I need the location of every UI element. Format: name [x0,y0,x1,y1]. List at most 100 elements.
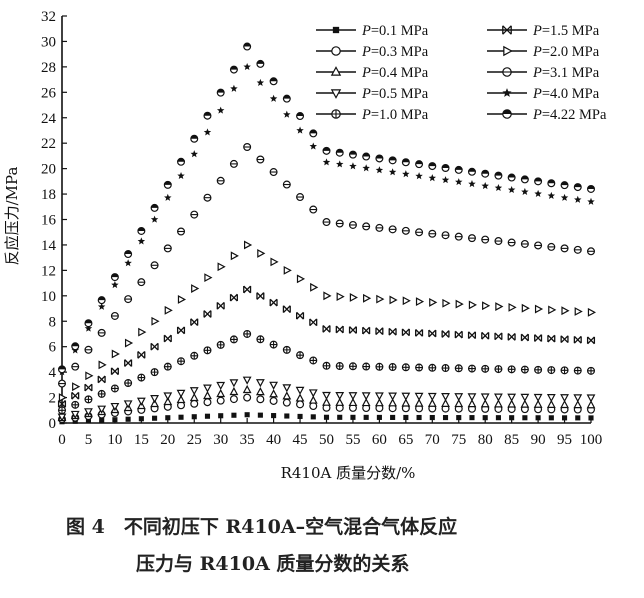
data-point [508,302,517,312]
data-point [218,413,224,419]
data-point [269,168,278,177]
data-point [84,345,93,354]
legend-marker [331,46,341,56]
data-point [57,379,66,388]
data-point [322,158,331,166]
data-point [520,365,529,374]
data-point [548,305,557,315]
data-point [124,250,133,259]
data-point [427,392,437,402]
y-axis-label: 反应压力/MPa [3,167,21,266]
data-point [256,78,265,86]
data-point [229,65,238,74]
data-point [494,237,503,246]
x-tick-label: 35 [240,432,255,448]
data-point [441,176,450,184]
data-point [573,366,582,375]
data-point [150,398,159,408]
legend-marker [502,25,512,35]
data-point [282,180,291,189]
data-point [390,414,396,420]
data-point [256,292,265,300]
data-point [428,174,437,182]
data-point [520,399,530,408]
data-point [322,361,331,370]
data-point [494,183,503,192]
y-tick-label: 32 [41,9,56,25]
data-point [573,394,583,403]
data-point [176,326,186,335]
data-point [295,393,305,402]
data-point [336,292,345,302]
data-point [467,331,477,340]
series-1.5-mpa [57,285,596,408]
data-point [507,238,516,247]
data-point [534,189,542,197]
data-point [535,415,541,421]
y-tick-label: 30 [41,34,56,50]
x-tick-label: 90 [531,432,546,448]
data-point [256,395,265,404]
data-point [57,365,66,374]
x-tick-label: 95 [557,432,572,448]
data-point [203,310,212,318]
data-point [71,362,80,371]
data-point [335,325,344,334]
data-point [243,143,252,152]
data-point [573,245,582,254]
data-point [85,418,91,424]
x-tick-label: 20 [160,432,175,448]
data-point [441,393,450,402]
data-point [415,172,423,180]
data-point [348,326,357,334]
data-point [110,311,119,320]
data-point [296,126,304,134]
data-point [257,249,266,258]
series-4.22-mpa [57,42,595,374]
y-tick-label: 8 [49,314,57,330]
data-point [389,295,398,305]
data-point [560,394,569,403]
data-point [323,291,332,301]
data-point [203,390,212,400]
data-point [308,395,318,404]
data-point [271,413,277,419]
data-point [177,357,186,366]
data-point [416,414,422,421]
data-point [150,215,159,223]
data-point [282,384,292,393]
data-point [137,237,146,245]
data-point [481,182,489,190]
data-point [573,183,582,192]
data-point [177,295,187,304]
data-point [586,336,596,345]
data-point [229,379,239,388]
data-point [322,218,331,227]
data-point [284,413,290,419]
data-point [322,391,331,401]
data-point [58,393,68,402]
legend-label: P=1.0 MPa [361,107,429,123]
data-point [587,197,595,205]
data-point [190,134,199,143]
data-point [376,414,382,420]
data-point [521,303,530,313]
data-point [403,414,409,421]
data-point [282,391,292,400]
data-point [375,362,384,371]
data-point [138,327,147,337]
series-2.0-mpa [58,240,597,402]
data-point [97,389,106,398]
y-tick-label: 18 [41,187,56,203]
y-tick-label: 28 [41,60,56,76]
data-point [203,111,212,120]
data-point [574,307,583,316]
x-tick-label: 100 [580,432,603,448]
data-point [467,364,476,373]
data-point [494,365,503,374]
data-point [507,365,516,374]
data-point [110,273,119,282]
data-point [375,154,384,163]
data-point [374,392,384,401]
legend: P=0.1 MPa P=0.3 MPa P=0.4 MPa P=0.5 MPa P=1.… [316,23,607,123]
